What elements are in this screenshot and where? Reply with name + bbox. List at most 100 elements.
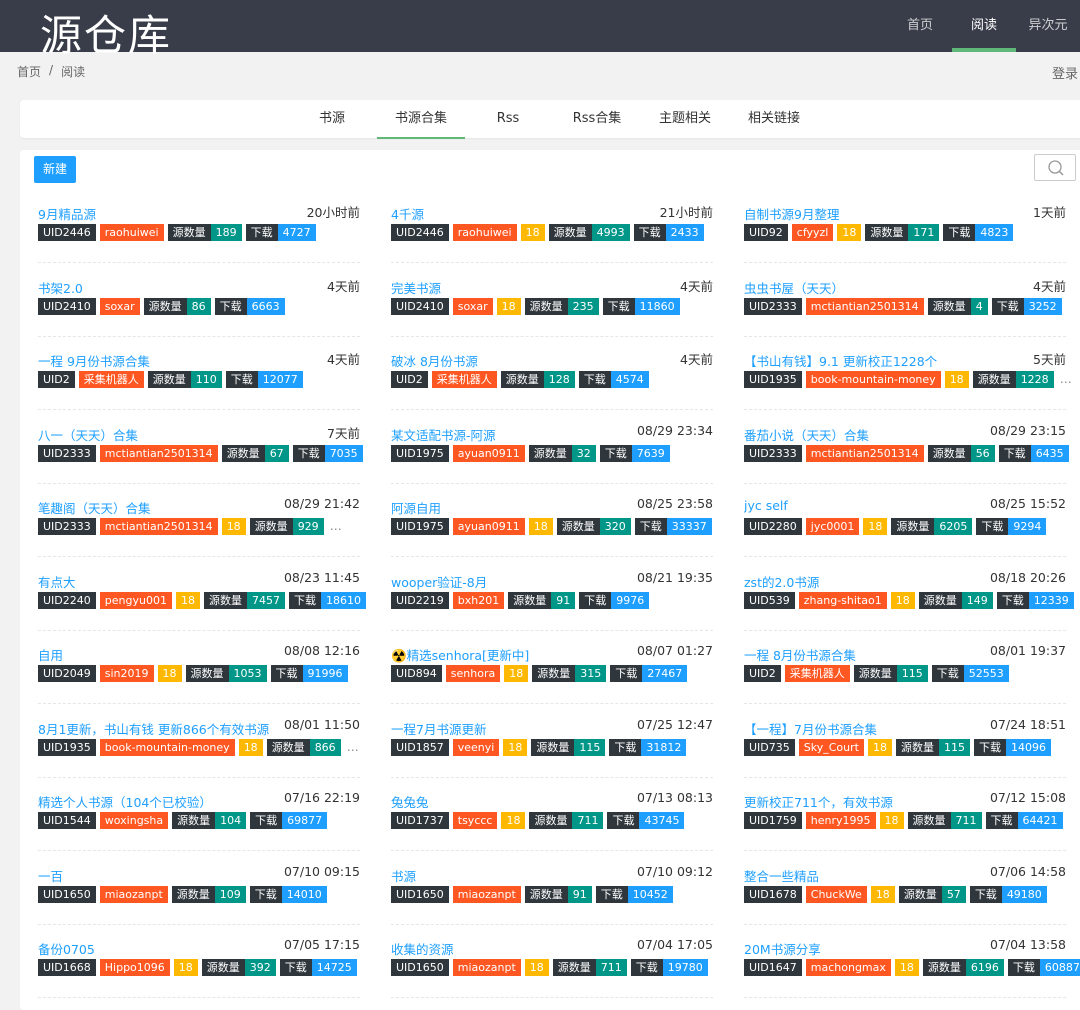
user-badge[interactable]: ayuan0911 [452, 518, 525, 535]
card-title[interactable]: 4千源 [391, 207, 424, 222]
nav-item[interactable]: 首页 [906, 18, 933, 33]
count-label: 源数量 [529, 812, 573, 829]
user-badge[interactable]: cfyyzl [791, 224, 834, 241]
card-title[interactable]: 备份0705 [38, 942, 95, 957]
uid-badge: UID1975 [391, 444, 449, 462]
count-value: 711 [950, 812, 982, 829]
user-badge[interactable]: 采集机器人 [431, 371, 497, 388]
user-badge[interactable]: 采集机器人 [78, 371, 144, 388]
card-title[interactable]: ☢️精选senhora[更新中] [391, 648, 530, 663]
uid-badge: UID1668 [38, 959, 96, 976]
user-badge[interactable]: sin2019 [99, 665, 154, 682]
card-title[interactable]: zst的2.0书源 [744, 574, 820, 590]
login-link[interactable]: 登录 [1051, 67, 1078, 82]
count-label: 源数量 [972, 371, 1016, 388]
user-badge[interactable]: raohuiwei [99, 224, 164, 241]
user-badge[interactable]: mctiantian2501314 [99, 518, 218, 535]
card-title[interactable]: 一程 8月份书源合集 [744, 648, 856, 663]
user-badge[interactable]: raohuiwei [452, 224, 517, 241]
user-badge[interactable]: senhora [445, 665, 501, 682]
user-badge[interactable]: pengyu001 [99, 591, 172, 609]
count-value: 109 [214, 885, 246, 903]
card-title[interactable]: 20M书源分享 [744, 942, 821, 957]
badges: UID1668 Hippo1096 18 源数量 392 下载 14725 [38, 959, 361, 976]
card-title[interactable]: 9月精品源 [38, 207, 96, 222]
user-badge[interactable]: miaozanpt [452, 885, 521, 903]
user-badge[interactable]: mctiantian2501314 [805, 444, 924, 462]
user-badge[interactable]: mctiantian2501314 [99, 444, 218, 462]
download-label: 下载 [943, 224, 976, 241]
card-title[interactable]: 收集的资源 [391, 942, 454, 957]
user-badge[interactable]: Hippo1096 [99, 959, 170, 976]
card-time: 08/01 19:37 [989, 643, 1066, 658]
card-title[interactable]: 一程7月书源更新 [391, 721, 487, 737]
tab[interactable]: 书源合集 [377, 100, 465, 139]
card-time: 08/21 19:35 [636, 569, 713, 585]
user-badge[interactable]: ChuckWe [805, 885, 867, 903]
user-badge[interactable]: veenyi [452, 738, 500, 756]
badges: UID92 cfyyzl 18 源数量 171 下载 4823 [744, 224, 1017, 241]
card-title[interactable]: 完美书源 [391, 280, 442, 296]
user-badge[interactable]: tsyccc [452, 812, 498, 829]
card-title[interactable]: 整合一些精品 [744, 868, 820, 884]
user-badge[interactable]: woxingsha [99, 812, 169, 829]
card-title[interactable]: 番茄小说（天天）合集 [744, 427, 870, 443]
search-button[interactable] [1034, 154, 1076, 181]
logo[interactable]: 源仓库 [40, 11, 173, 60]
card-title[interactable]: 某文适配书源-阿源 [391, 427, 496, 443]
count-label: 源数量 [172, 812, 216, 829]
user-badge[interactable]: book-mountain-money [805, 371, 941, 388]
source-card: ☢️精选senhora[更新中] 08/07 01:27 UID894 senhora… [391, 641, 713, 704]
count-value: 32 [571, 444, 596, 462]
new-button[interactable]: 新建 [34, 156, 76, 183]
nav-item[interactable]: 异次元 [1028, 18, 1068, 33]
card-title[interactable]: 有点大 [38, 574, 76, 590]
card-title[interactable]: 书架2.0 [38, 280, 83, 296]
card-title[interactable]: 自制书源9月整理 [744, 207, 840, 222]
user-badge[interactable]: jyc0001 [805, 518, 860, 535]
card-title[interactable]: 虫虫书屋（天天） [744, 280, 845, 296]
card-title[interactable]: 兔兔兔 [391, 795, 429, 810]
user-badge[interactable]: Sky_Court [798, 738, 864, 756]
card-title[interactable]: 笔趣阁（天天）合集 [38, 501, 151, 516]
tab[interactable]: Rss [496, 111, 520, 126]
user-badge[interactable]: zhang-shitao1 [798, 591, 887, 609]
uid-badge: UID2 [391, 371, 428, 388]
card-title[interactable]: 精选个人书源（104个已校验） [38, 795, 212, 810]
tab[interactable]: 书源 [318, 111, 345, 126]
user-badge[interactable]: book-mountain-money [99, 738, 235, 756]
breadcrumb-item[interactable]: 首页 [17, 65, 42, 79]
card-title[interactable]: 破冰 8月份书源 [391, 354, 478, 369]
user-badge[interactable]: machongmax [805, 959, 891, 976]
card-title[interactable]: 【书山有钱】9.1 更新校正1228个 [744, 354, 938, 369]
user-badge[interactable]: ayuan0911 [452, 444, 525, 462]
download-label: 下载 [985, 812, 1018, 829]
tab[interactable]: Rss合集 [572, 111, 622, 126]
card-title[interactable]: jyc self [744, 498, 788, 513]
uid-badge: UID2410 [38, 297, 96, 315]
user-badge[interactable]: soxar [99, 297, 140, 315]
user-badge[interactable]: 采集机器人 [784, 665, 850, 682]
nav-item[interactable]: 阅读 [952, 0, 1016, 52]
card-title[interactable]: 更新校正711个，有效书源 [744, 795, 893, 810]
user-badge[interactable]: mctiantian2501314 [805, 297, 924, 315]
card-title[interactable]: wooper验证-8月 [391, 574, 488, 590]
user-badge[interactable]: soxar [452, 297, 493, 315]
user-badge[interactable]: miaozanpt [99, 885, 168, 903]
card-title[interactable]: 书源 [391, 868, 417, 884]
tab[interactable]: 相关链接 [747, 111, 800, 126]
card-title[interactable]: 一程 9月份书源合集 [38, 354, 150, 369]
card-title[interactable]: 八一（天天）合集 [38, 427, 139, 443]
user-badge[interactable]: bxh201 [452, 591, 505, 609]
card-title[interactable]: 阿源自用 [391, 501, 442, 516]
card-title[interactable]: 自用 [38, 648, 64, 663]
tab[interactable]: 主题相关 [658, 111, 711, 126]
uid-badge: UID2333 [744, 444, 802, 462]
download-label: 下载 [214, 297, 247, 315]
user-badge[interactable]: miaozanpt [452, 959, 521, 976]
card-title[interactable]: 8月1更新，书山有钱 更新866个有效书源 [38, 721, 270, 737]
user-badge[interactable]: henry1995 [805, 812, 876, 829]
breadcrumb-item[interactable]: 阅读 [61, 65, 86, 79]
card-title[interactable]: 一百 [38, 868, 64, 884]
card-title[interactable]: 【一程】7月份书源合集 [744, 721, 877, 737]
